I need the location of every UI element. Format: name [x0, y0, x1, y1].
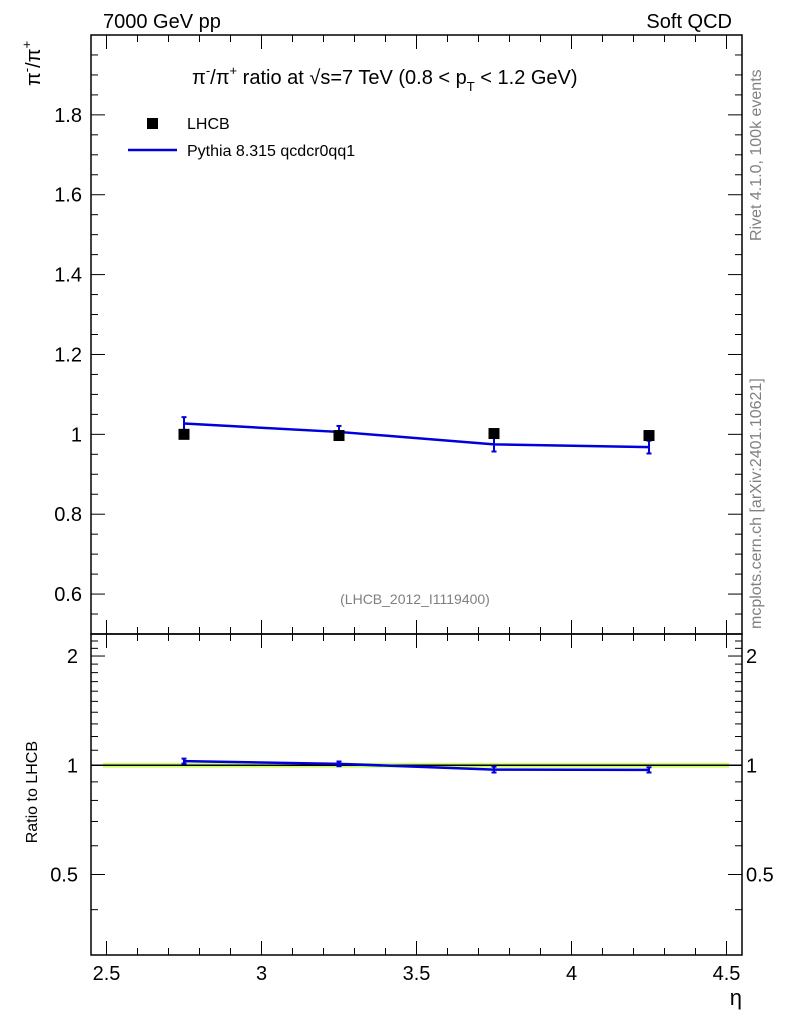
ratio-y-tick-label-right: 2: [746, 646, 757, 668]
plot-title: π-/π+ ratio at √s=7 TeV (0.8 < pT < 1.2 …: [192, 63, 578, 94]
x-axis-label: η: [730, 985, 742, 1010]
legend-pythia-label: Pythia 8.315 qcdcr0qq1: [187, 143, 355, 160]
main-y-tick-label: 0.8: [54, 504, 82, 526]
main-y-tick-label: 1.8: [54, 105, 82, 127]
main-y-tick-label: 1.6: [54, 185, 82, 207]
mcplots-label: mcplots.cern.ch [arXiv:2401.10621]: [748, 378, 765, 629]
ratio-y-tick-label-left: 2: [67, 646, 78, 668]
x-tick-label: 4.5: [713, 963, 741, 985]
category-label: Soft QCD: [646, 11, 732, 33]
x-tick-label: 3: [256, 963, 267, 985]
ratio-panel: 2.5 3 3.5 4 4.5 0.5 0.5 1 1 2 2 Ratio to LHCB η: [24, 633, 774, 1010]
rivet-label: Rivet 4.1.0, 100k events: [748, 69, 765, 241]
ratio-y-tick-label-left: 1: [67, 755, 78, 777]
lhcb-data-point: [333, 430, 345, 442]
ratio-pythia-line: [183, 759, 650, 772]
lhcb-data-point: [488, 428, 500, 440]
main-y-tick-label: 1.4: [54, 265, 82, 287]
ratio-x-ticks: 2.5 3 3.5 4 4.5: [93, 634, 741, 985]
main-plot-marks: [178, 416, 655, 455]
main-y-axis-label: π-/π+: [19, 41, 45, 86]
legend: LHCB Pythia 8.315 qcdcr0qq1: [128, 116, 355, 160]
ratio-plot-marks: [181, 757, 652, 774]
ratio-y-axis-label: Ratio to LHCB: [24, 741, 41, 843]
x-tick-label: 2.5: [93, 963, 121, 985]
main-panel: 0.6 0.8 1 1.2 1.4 1.6 1.8 π-/π+ ratio at √s=7 …: [19, 34, 743, 635]
ratio-y-ticks: 0.5 0.5 1 1 2 2: [50, 633, 774, 956]
lhcb-data-point: [643, 430, 655, 442]
x-tick-label: 4: [566, 963, 577, 985]
legend-lhcb-marker: [147, 118, 158, 129]
legend-lhcb-label: LHCB: [187, 116, 230, 133]
analysis-watermark: (LHCB_2012_I1119400): [340, 591, 490, 607]
ratio-y-tick-label-right: 1: [746, 755, 757, 777]
energy-label: 7000 GeV pp: [103, 11, 221, 33]
ratio-y-tick-label-right: 0.5: [746, 864, 774, 886]
main-y-tick-label: 0.6: [54, 584, 82, 606]
x-tick-label: 3.5: [403, 963, 431, 985]
ratio-band-group: [91, 762, 742, 768]
main-y-tick-label: 1.2: [54, 344, 82, 366]
ratio-y-tick-label-left: 0.5: [50, 864, 78, 886]
main-x-ticks: [106, 35, 727, 634]
lhcb-data-point: [178, 428, 190, 440]
pythia-line: [183, 422, 650, 449]
main-y-tick-label: 1: [71, 424, 82, 446]
ratio-frame: [90, 633, 743, 956]
main-y-ticks: 0.6 0.8 1 1.2 1.4 1.6 1.8: [54, 34, 742, 635]
